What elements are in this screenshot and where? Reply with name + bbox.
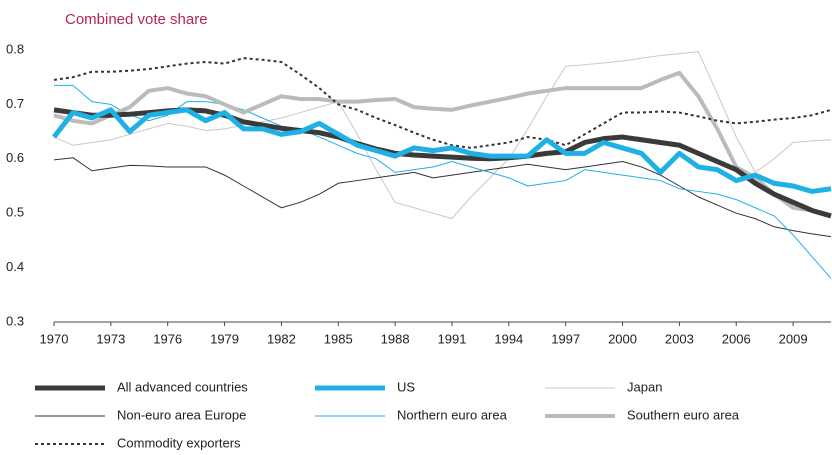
legend-label: Northern euro area: [397, 407, 508, 422]
series-line: [54, 84, 832, 279]
legend-label: Non-euro area Europe: [117, 407, 246, 422]
x-tick-label: 2006: [722, 331, 751, 346]
y-tick-label: 0.4: [6, 259, 24, 274]
x-tick-label: 2009: [779, 331, 808, 346]
x-tick-label: 1970: [40, 331, 69, 346]
y-tick-label: 0.5: [6, 205, 24, 220]
x-tick-label: 1997: [551, 331, 580, 346]
y-tick-label: 0.3: [6, 313, 24, 328]
x-tick-label: 2003: [665, 331, 694, 346]
legend-label: All advanced countries: [117, 379, 248, 394]
x-tick-label: 1982: [267, 331, 296, 346]
series-line: [53, 157, 832, 238]
x-tick-label: 1985: [324, 331, 353, 346]
x-tick-label: 1976: [153, 331, 182, 346]
x-tick-label: 1994: [494, 331, 523, 346]
legend-label: Commodity exporters: [117, 435, 241, 450]
x-tick-label: 1991: [438, 331, 467, 346]
x-tick-label: 1979: [210, 331, 239, 346]
series-line: [52, 107, 832, 194]
legend-label: Japan: [627, 379, 662, 394]
series-line: [53, 51, 832, 220]
chart-title: Combined vote share: [65, 11, 208, 28]
x-tick-label: 1988: [381, 331, 410, 346]
y-tick-label: 0.8: [6, 41, 24, 56]
y-tick-label: 0.6: [6, 150, 24, 165]
y-tick-label: 0.7: [6, 96, 24, 111]
legend-label: Southern euro area: [627, 407, 740, 422]
series-line: [53, 70, 832, 218]
x-tick-label: 2000: [608, 331, 637, 346]
x-tick-label: 1973: [96, 331, 125, 346]
legend-label: US: [397, 379, 415, 394]
series-line: [53, 57, 832, 149]
